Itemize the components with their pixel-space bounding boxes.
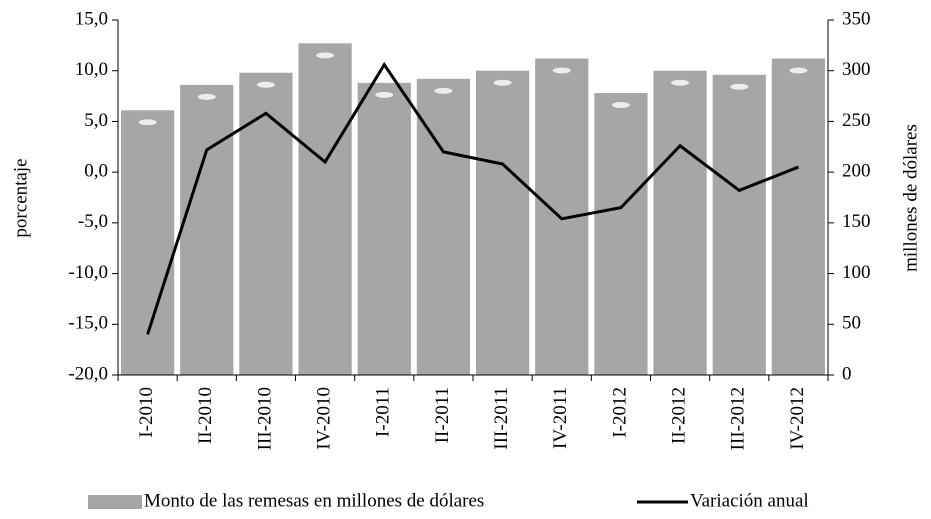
x-tick-label: I-2010 [136, 387, 157, 438]
x-tick-label: II-2011 [432, 387, 453, 443]
bar [180, 84, 234, 376]
bar-highlight [789, 67, 808, 74]
y-tick-label: -10,0 [68, 262, 108, 283]
y2-tick-label: 200 [842, 161, 871, 182]
y-tick-label: 15,0 [75, 8, 108, 29]
line [146, 61, 799, 335]
bar-highlight [552, 67, 571, 74]
y2-tick-label: 250 [842, 110, 871, 131]
bar-highlight [375, 91, 394, 98]
bar [771, 58, 826, 376]
bar-highlight [730, 83, 749, 90]
y2-tick-label: 150 [842, 211, 871, 232]
y2-tick-label: 50 [842, 313, 861, 334]
bar-highlight [493, 79, 512, 86]
bar-highlight [434, 87, 453, 94]
y-tick-label: -5,0 [78, 211, 108, 232]
y2-axis-title: millones de dólares [900, 124, 921, 272]
x-tick-label: III-2010 [254, 387, 275, 450]
bar [475, 70, 530, 375]
bar [298, 43, 352, 375]
bar [712, 74, 766, 376]
x-tick-label: III-2012 [728, 387, 749, 450]
legend-label: Monto de las remesas en millones de dóla… [144, 490, 484, 511]
bar-highlight [256, 81, 275, 88]
bar-highlight [611, 102, 630, 109]
x-tick-label: IV-2011 [550, 387, 571, 449]
legend-swatch [88, 495, 142, 509]
y-tick-label: 0,0 [84, 161, 108, 182]
y-tick-label: 5,0 [84, 110, 108, 131]
bar-highlight [671, 79, 690, 86]
bar [357, 82, 411, 375]
bar-highlight [197, 93, 216, 100]
x-tick-label: III-2011 [491, 387, 512, 450]
bar-highlight [316, 52, 335, 59]
bar [239, 72, 293, 375]
x-tick-label: I-2012 [609, 387, 630, 438]
bar [120, 110, 175, 376]
y2-tick-label: 350 [842, 8, 871, 29]
x-tick-label: II-2010 [195, 387, 216, 444]
x-tick-label: I-2011 [373, 387, 394, 437]
y-tick-label: -15,0 [68, 313, 108, 334]
y2-tick-label: 100 [842, 262, 871, 283]
x-tick-label: II-2012 [668, 387, 689, 444]
bar-highlight [138, 119, 157, 126]
y2-tick-label: 300 [842, 59, 871, 80]
x-tick-label: IV-2012 [787, 387, 808, 450]
x-tick-label: IV-2010 [313, 387, 334, 450]
bar [653, 70, 707, 375]
legend-label: Variación anual [690, 490, 809, 511]
bar [594, 93, 648, 376]
y-axis-title: porcentaje [10, 158, 31, 237]
y2-tick-label: 0 [842, 363, 852, 384]
y-tick-label: -20,0 [68, 363, 108, 384]
y-tick-label: 10,0 [75, 59, 108, 80]
